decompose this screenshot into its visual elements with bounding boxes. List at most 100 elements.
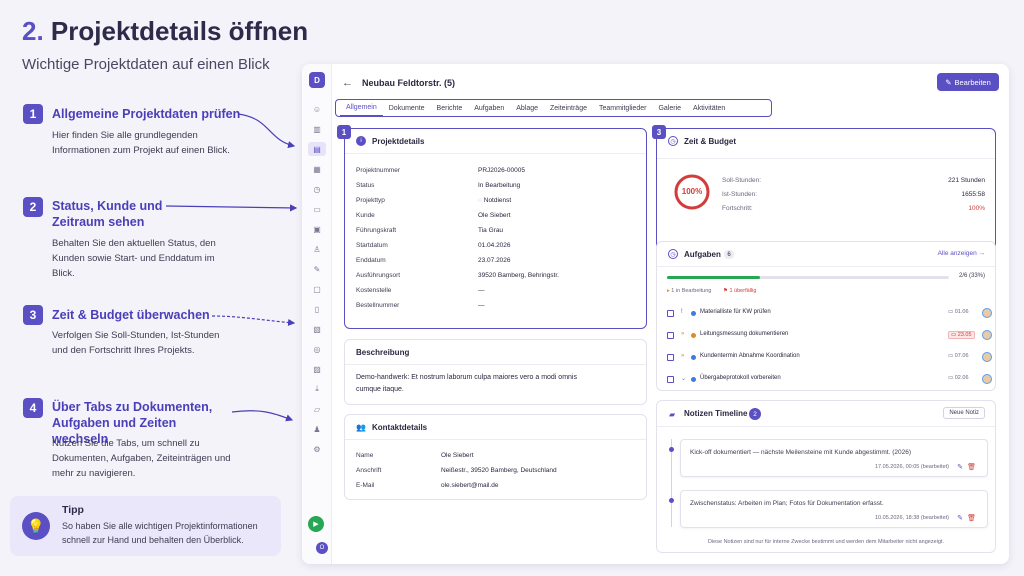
pencil-icon[interactable]: ✎ bbox=[957, 464, 963, 471]
card-number-badge: 3 bbox=[652, 125, 666, 139]
sidebar-settings-icon[interactable]: ⚙ bbox=[313, 444, 321, 454]
sidebar-grid-icon[interactable]: ▣ bbox=[313, 224, 321, 234]
detail-value: 23.07.2026 bbox=[478, 257, 511, 264]
app-logo[interactable]: D bbox=[309, 72, 325, 88]
step-3-title: Zeit & Budget überwachen bbox=[52, 308, 210, 322]
sidebar-dashboard-icon[interactable]: ☺ bbox=[312, 104, 322, 114]
note-item: Kick-off dokumentiert — nächste Meilenst… bbox=[680, 439, 988, 477]
legend-overdue: ⚑ 1 überfällig bbox=[723, 288, 757, 294]
sidebar: D ☺ ▥ ▤ ▦ ◷ ▭ ▣ ♙ ✎ ▢ ▯ ▧ ◎ ▨ ⤓ ▱ ♟ ⚙ ▶ … bbox=[302, 64, 332, 564]
tab-ablage[interactable]: Ablage bbox=[516, 104, 539, 112]
info-icon: i bbox=[356, 136, 366, 146]
task-row[interactable]: ! Materialliste für KW prüfen ▭ 01.06 bbox=[667, 308, 992, 320]
task-checkbox[interactable] bbox=[667, 310, 674, 317]
step-1-badge: 1 bbox=[23, 104, 43, 124]
sidebar-box-icon[interactable]: ▢ bbox=[313, 284, 321, 294]
back-arrow-icon[interactable]: ← bbox=[342, 77, 353, 89]
show-all-link[interactable]: Alle anzeigen → bbox=[937, 250, 985, 257]
tab-dokumente[interactable]: Dokumente bbox=[388, 104, 425, 112]
task-row[interactable]: » Kundentermin Abnahme Koordination ▭ 07… bbox=[667, 352, 992, 364]
tab-aufgaben[interactable]: Aufgaben bbox=[474, 104, 505, 112]
task-row[interactable]: ⌄ Übergabeprotokoll vorbereiten ▭ 02.06 bbox=[667, 374, 992, 386]
progress-ring-label: 100% bbox=[681, 187, 703, 196]
divider bbox=[345, 153, 646, 154]
step-4-title: Über Tabs zu Dokumenten, Aufgaben und Ze… bbox=[52, 400, 213, 446]
tab-aktivitaeten[interactable]: Aktivitäten bbox=[693, 104, 726, 112]
tab-berichte[interactable]: Berichte bbox=[436, 104, 463, 112]
tab-galerie[interactable]: Galerie bbox=[658, 104, 682, 112]
status-dot bbox=[691, 333, 696, 338]
sidebar-calendar-icon[interactable]: ▦ bbox=[313, 164, 321, 174]
priority-icon: ⌄ bbox=[681, 376, 687, 382]
step-2-title: Status, Kunde und Zeitraum sehen bbox=[52, 199, 163, 229]
tab-zeiteintraege[interactable]: Zeiteinträge bbox=[550, 104, 587, 112]
step-1-title: Allgemeine Projektdaten prüfen bbox=[52, 107, 241, 121]
task-name: Übergabeprotokoll vorbereiten bbox=[700, 375, 781, 381]
status-dot bbox=[691, 355, 696, 360]
detail-value: PRJ2026-00005 bbox=[478, 167, 525, 174]
project-details-heading: Projektdetails bbox=[372, 137, 425, 146]
budget-label: Soll-Stunden: bbox=[722, 177, 762, 184]
play-icon[interactable]: ▶ bbox=[308, 516, 324, 532]
tasks-count-badge: 6 bbox=[724, 250, 734, 259]
sidebar-check-icon[interactable]: ◎ bbox=[313, 344, 321, 354]
sidebar-report-icon[interactable]: ▧ bbox=[313, 324, 321, 334]
pointer-arrows bbox=[165, 113, 298, 422]
detail-value: ○ Notdienst bbox=[478, 197, 512, 204]
task-date: ▭ 07.06 bbox=[948, 353, 969, 359]
trash-icon[interactable]: 🗑 bbox=[967, 464, 976, 471]
avatar bbox=[982, 308, 992, 318]
note-item: Zwischenstatus: Arbeiten im Plan; Fotos … bbox=[680, 490, 988, 528]
step-3-text: Verfolgen Sie Soll-Stunden, Ist-Stunden … bbox=[52, 330, 220, 356]
new-note-button[interactable]: Neue Notiz bbox=[943, 407, 985, 419]
notes-folder-icon: ▰ bbox=[669, 410, 676, 419]
task-checkbox[interactable] bbox=[667, 376, 674, 383]
notes-card: ▰ Notizen Timeline 2 Neue Notiz Kick-off… bbox=[656, 400, 996, 553]
contact-email[interactable]: ole.siebert@mail.de bbox=[441, 482, 499, 489]
sidebar-clock-icon[interactable]: ◷ bbox=[313, 184, 321, 194]
task-checkbox[interactable] bbox=[667, 354, 674, 361]
priority-icon: ! bbox=[681, 309, 683, 315]
tasks-progress-fill bbox=[667, 276, 761, 279]
detail-label: Kostenstelle bbox=[356, 287, 392, 294]
sidebar-document-icon[interactable]: ▯ bbox=[314, 304, 320, 314]
sidebar-users-icon[interactable]: ♙ bbox=[313, 244, 321, 254]
avatar bbox=[982, 330, 992, 340]
step-2-text: Behalten Sie den aktuellen Status, den K… bbox=[52, 238, 216, 279]
sidebar-download-icon[interactable]: ⤓ bbox=[315, 384, 319, 393]
contact-label: Anschrift bbox=[356, 467, 382, 474]
tasks-progress-label: 2/6 (33%) bbox=[958, 273, 985, 279]
sidebar-folder-icon[interactable]: ▭ bbox=[313, 204, 321, 214]
notes-heading: Notizen Timeline bbox=[684, 409, 748, 418]
tab-teammitglieder[interactable]: Teammitglieder bbox=[598, 104, 647, 112]
edit-button-label: Bearbeiten bbox=[954, 77, 991, 87]
step-2-badge: 2 bbox=[23, 197, 43, 217]
step-1-arrow bbox=[237, 113, 296, 149]
detail-value: Tia Grau bbox=[478, 227, 504, 234]
pencil-icon[interactable]: ✎ bbox=[957, 515, 963, 522]
tasks-progress-track bbox=[667, 276, 949, 279]
divider bbox=[657, 158, 995, 159]
tasks-card: ◷ Aufgaben 6 Alle anzeigen → 2/6 (33%) ▸… bbox=[656, 241, 996, 391]
detail-label: Status bbox=[356, 182, 375, 189]
description-card: Beschreibung Demo-handwerk: Et nostrum l… bbox=[344, 339, 647, 405]
sidebar-trash-icon[interactable]: ▨ bbox=[313, 364, 321, 374]
sidebar-chart-icon[interactable]: ▥ bbox=[313, 124, 321, 134]
detail-label: Bestellnummer bbox=[356, 302, 400, 309]
sidebar-edit-icon[interactable]: ✎ bbox=[313, 264, 321, 274]
notes-footer: Diese Notizen sind nur für interne Zweck… bbox=[707, 539, 944, 545]
sidebar-team-icon[interactable]: ♟ bbox=[313, 424, 321, 434]
sidebar-folder2-icon[interactable]: ▱ bbox=[313, 404, 321, 414]
edit-button[interactable]: ✎ Bearbeiten bbox=[937, 73, 999, 91]
detail-value: Ole Siebert bbox=[478, 212, 511, 219]
trash-icon[interactable]: 🗑 bbox=[967, 515, 976, 522]
task-checkbox[interactable] bbox=[667, 332, 674, 339]
task-date-overdue: ▭ 23.05 bbox=[948, 331, 975, 339]
sidebar-projects-icon[interactable]: ▤ bbox=[308, 142, 326, 156]
tab-allgemein[interactable]: Allgemein bbox=[340, 101, 383, 116]
budget-value: 1655:58 bbox=[961, 191, 986, 198]
task-row[interactable]: » Leitungsmessung dokumentieren ▭ 23.05 bbox=[667, 330, 992, 342]
user-avatar[interactable]: O bbox=[316, 542, 328, 554]
contact-heading: Kontaktdetails bbox=[372, 423, 428, 432]
priority-icon: » bbox=[681, 331, 685, 337]
